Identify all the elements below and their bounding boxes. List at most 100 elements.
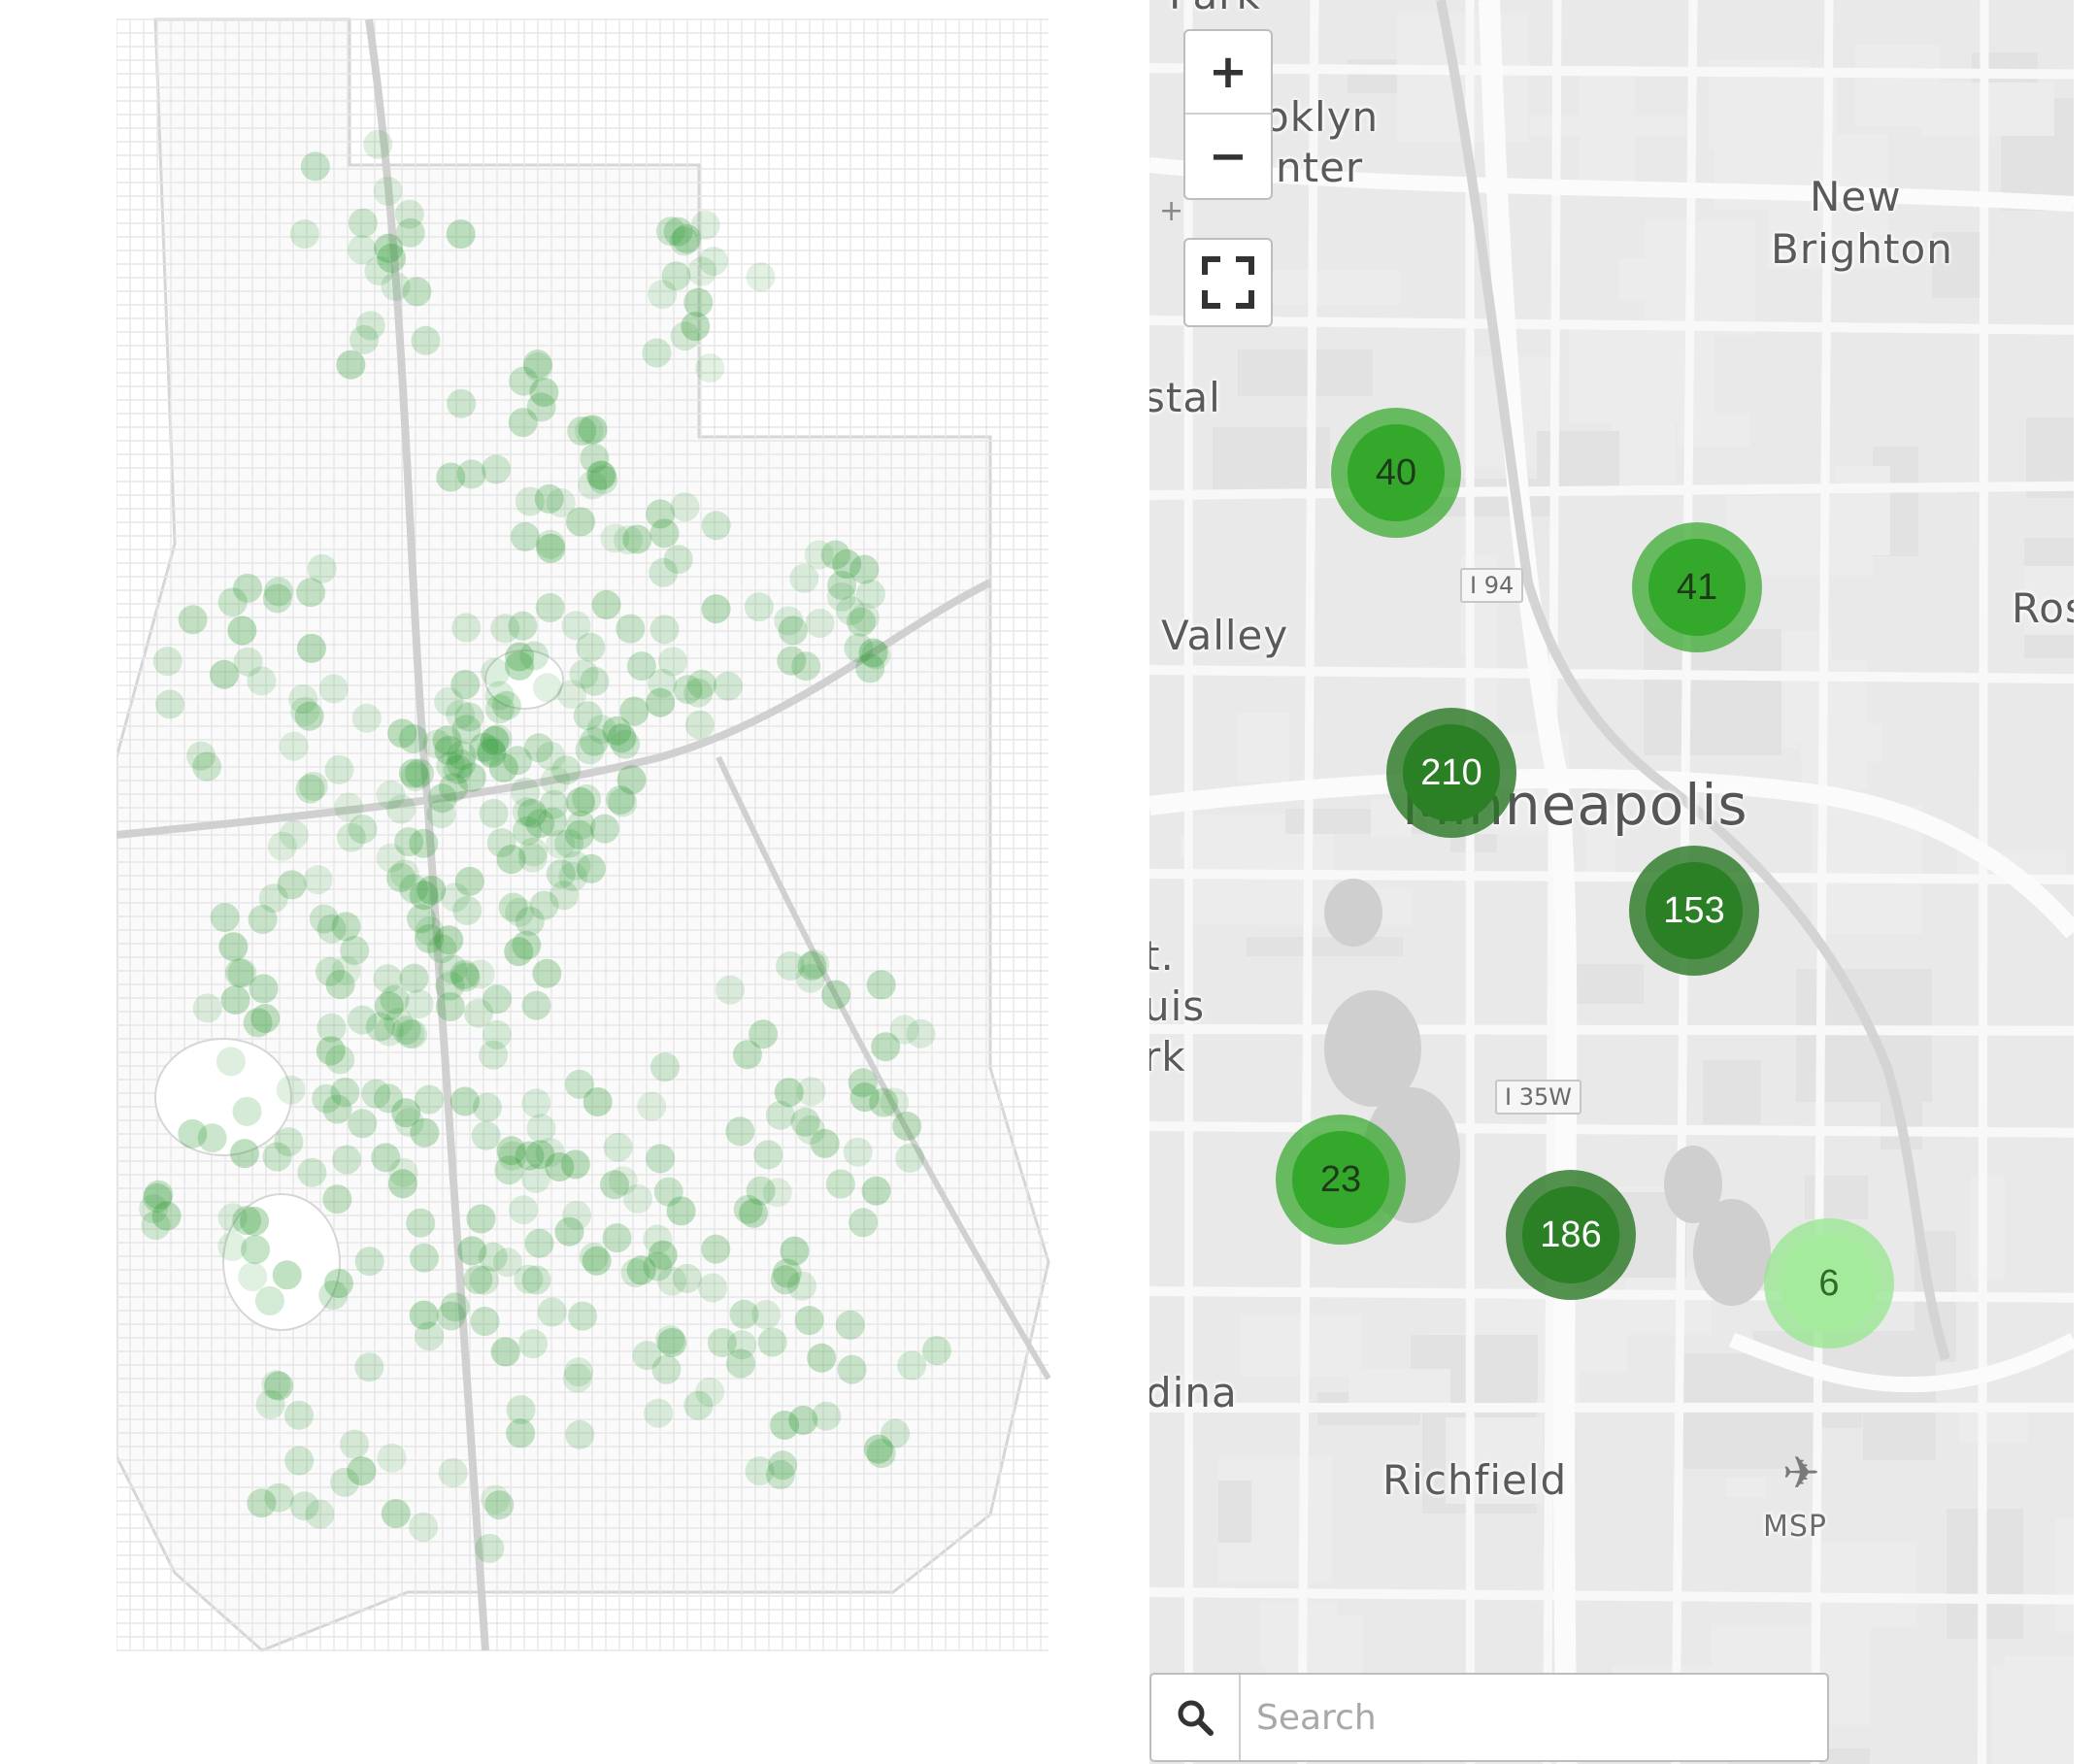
data-dot bbox=[391, 1015, 421, 1046]
data-dot bbox=[330, 1078, 360, 1107]
data-dot bbox=[209, 659, 239, 689]
cluster-marker-23[interactable]: 23 bbox=[1276, 1115, 1406, 1245]
data-dot bbox=[663, 545, 693, 575]
cluster-marker-153[interactable]: 153 bbox=[1629, 846, 1759, 976]
data-dot bbox=[687, 669, 716, 699]
data-dot bbox=[374, 1083, 404, 1114]
road-line bbox=[1149, 63, 2074, 80]
data-dot bbox=[683, 678, 714, 708]
data-dot bbox=[284, 1400, 314, 1430]
data-dot bbox=[655, 1325, 685, 1354]
land-block bbox=[1238, 713, 1289, 782]
data-dot bbox=[614, 525, 644, 555]
cluster-marker-41[interactable]: 41 bbox=[1632, 522, 1762, 652]
data-dot bbox=[427, 934, 457, 964]
lake-shape bbox=[484, 649, 564, 710]
search-icon bbox=[1178, 1700, 1214, 1736]
zoom-in-button[interactable]: + bbox=[1185, 31, 1271, 115]
data-dot bbox=[410, 1117, 440, 1148]
data-dot bbox=[713, 671, 743, 701]
zoom-out-button[interactable]: − bbox=[1208, 129, 1248, 183]
data-dot bbox=[400, 762, 430, 792]
road-line bbox=[1149, 1121, 2074, 1138]
data-dot bbox=[450, 670, 481, 699]
search-input[interactable] bbox=[1254, 1686, 1802, 1748]
data-dot bbox=[288, 684, 318, 715]
data-dot bbox=[812, 1401, 842, 1431]
data-dot bbox=[673, 675, 703, 705]
data-dot bbox=[564, 1357, 593, 1387]
data-dot bbox=[739, 1198, 769, 1228]
data-dot bbox=[488, 752, 518, 782]
data-dot bbox=[620, 1258, 650, 1287]
data-dot bbox=[348, 1005, 378, 1035]
data-dot bbox=[409, 881, 439, 911]
data-dot bbox=[780, 1236, 810, 1266]
cluster-count: 41 bbox=[1648, 539, 1746, 636]
data-dot bbox=[701, 594, 731, 624]
data-dot bbox=[770, 1265, 800, 1295]
data-dot bbox=[626, 651, 656, 682]
data-dot bbox=[374, 991, 404, 1021]
data-dot bbox=[325, 1045, 355, 1075]
data-dot bbox=[415, 1321, 445, 1351]
data-dot bbox=[152, 647, 183, 677]
data-dot bbox=[274, 1127, 304, 1157]
cluster-marker-6[interactable]: 6 bbox=[1764, 1218, 1894, 1348]
cluster-marker-210[interactable]: 210 bbox=[1386, 708, 1516, 838]
data-dot bbox=[746, 1176, 776, 1206]
road-line bbox=[1543, 0, 1562, 1764]
data-dot bbox=[144, 1180, 174, 1210]
data-dot bbox=[332, 1145, 362, 1175]
cluster-map[interactable]: Park oklyn nter New Brighton stal Valley… bbox=[1149, 0, 2074, 1764]
data-dot bbox=[512, 930, 542, 960]
data-dot bbox=[471, 1120, 501, 1150]
data-dot bbox=[484, 694, 515, 724]
data-dot bbox=[732, 1040, 762, 1070]
data-dot bbox=[277, 870, 307, 900]
fullscreen-button[interactable] bbox=[1183, 238, 1273, 327]
data-dot bbox=[646, 499, 676, 529]
data-dot bbox=[438, 1458, 468, 1487]
land-block bbox=[1446, 1417, 1543, 1504]
data-dot bbox=[572, 784, 602, 814]
cluster-marker-186[interactable]: 186 bbox=[1506, 1170, 1636, 1300]
data-dot bbox=[381, 272, 411, 301]
data-dot bbox=[141, 1211, 171, 1241]
land-block bbox=[1960, 1407, 2028, 1443]
data-dot bbox=[657, 1327, 687, 1357]
data-dot bbox=[889, 1015, 919, 1045]
land-block bbox=[1247, 937, 1403, 956]
data-dot bbox=[733, 1194, 763, 1224]
data-dot bbox=[454, 702, 484, 732]
data-dot bbox=[449, 1086, 480, 1116]
data-dot bbox=[534, 483, 564, 514]
data-dot bbox=[447, 741, 477, 771]
data-dot bbox=[646, 1144, 676, 1174]
place-label-roseville: Ros bbox=[2012, 584, 2074, 632]
place-label-edina: dina bbox=[1149, 1369, 1238, 1416]
cluster-count: 23 bbox=[1292, 1131, 1389, 1228]
airport-icon: ✈ bbox=[1782, 1447, 1820, 1499]
data-dot bbox=[439, 773, 468, 803]
data-dot bbox=[303, 865, 333, 895]
data-dot bbox=[139, 1194, 169, 1224]
data-dot bbox=[354, 1352, 384, 1382]
data-dot bbox=[790, 1107, 820, 1137]
search-button[interactable] bbox=[1151, 1675, 1241, 1760]
data-dot bbox=[394, 827, 424, 857]
data-dot bbox=[535, 593, 565, 622]
data-dot bbox=[399, 963, 429, 993]
data-dot bbox=[440, 1292, 470, 1322]
data-dot bbox=[178, 605, 208, 635]
data-dot bbox=[243, 1008, 273, 1038]
data-dot bbox=[447, 388, 477, 418]
cluster-marker-40[interactable]: 40 bbox=[1331, 408, 1461, 538]
cluster-count: 153 bbox=[1646, 862, 1743, 959]
data-dot bbox=[554, 1216, 584, 1247]
data-dot bbox=[892, 1112, 922, 1141]
data-dot bbox=[478, 1242, 508, 1272]
data-dot bbox=[436, 462, 466, 492]
data-dot bbox=[217, 1232, 248, 1261]
data-dot bbox=[871, 1032, 901, 1062]
